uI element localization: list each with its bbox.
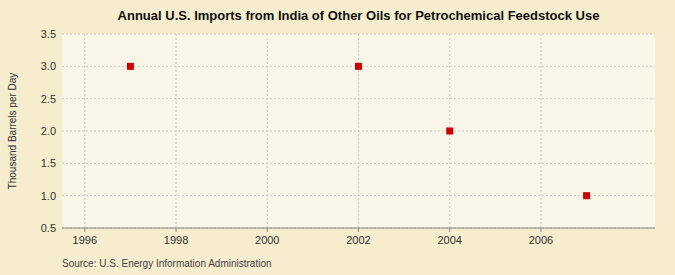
x-grid-line	[267, 34, 268, 228]
x-tick-label: 2002	[346, 234, 370, 246]
marks	[127, 63, 590, 199]
x-tick	[176, 228, 177, 232]
plot-area	[62, 34, 655, 228]
x-tick	[449, 228, 450, 232]
x-tick-label: 1996	[73, 234, 97, 246]
x-tick	[540, 228, 541, 232]
x-tick	[267, 228, 268, 232]
background	[0, 0, 675, 275]
x-grid-line	[84, 34, 85, 228]
chart-svg: 0.5 1.0 1.5 2.0 2.5 3.0 3.5 1996 1998 2000 2002 200…	[0, 0, 675, 275]
y-tick-label: 1.0	[41, 190, 56, 202]
point	[446, 128, 453, 135]
y-tick-label: 2.5	[41, 93, 56, 105]
y-axis-label: Thousand Barrels per Day	[7, 73, 18, 190]
x-grid-line	[540, 34, 541, 228]
annotation: Source: U.S. Energy Information Administ…	[62, 258, 272, 269]
x-tick-label: 2000	[255, 234, 279, 246]
y-tick-label: 3.5	[41, 28, 56, 40]
x-tick-label: 1998	[164, 234, 188, 246]
point	[355, 63, 362, 70]
x-tick	[84, 228, 85, 232]
y-tick-label: 3.0	[41, 60, 56, 72]
x-tick-label: 2004	[437, 234, 461, 246]
y-tick-label: 1.5	[41, 157, 56, 169]
y-grid-line	[62, 228, 655, 229]
x-axis-line	[62, 228, 655, 229]
grid	[62, 34, 655, 228]
y-tick-label: 2.0	[41, 125, 56, 137]
x-tick-label: 2006	[529, 234, 553, 246]
title: Annual U.S. Imports from India of Other …	[118, 8, 600, 23]
point	[127, 63, 134, 70]
x-tick	[358, 228, 359, 232]
x-grid-line	[176, 34, 177, 228]
y-tick-label: 0.5	[41, 222, 56, 234]
chart-container: 0.5 1.0 1.5 2.0 2.5 3.0 3.5 1996 1998 2000 2002 200…	[0, 0, 675, 275]
point	[583, 192, 590, 199]
